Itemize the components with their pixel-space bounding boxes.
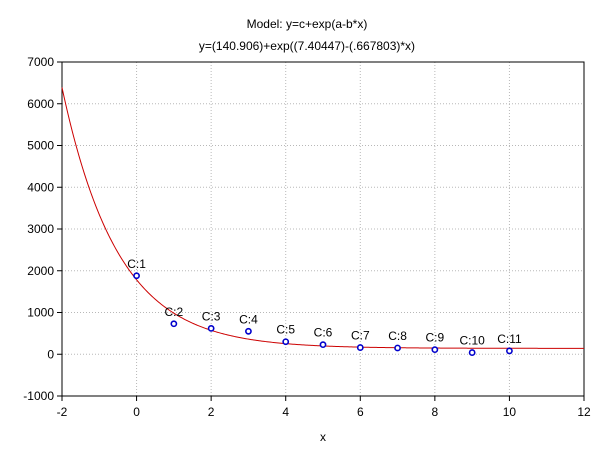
y-tick-label: 0 <box>47 347 54 361</box>
point-label: C:6 <box>314 326 333 340</box>
x-tick-label: 12 <box>577 405 591 419</box>
data-point <box>245 327 252 335</box>
chart-subtitle: y=(140.906)+exp((7.40447)-(.667803)*x) <box>199 39 415 53</box>
grid-layer <box>62 62 584 396</box>
data-point <box>394 344 401 352</box>
x-tick-label: -2 <box>57 405 68 419</box>
point-label: C:8 <box>388 329 407 343</box>
data-point <box>207 324 215 332</box>
data-point <box>319 341 327 349</box>
data-point <box>506 347 513 355</box>
y-tick-label: 3000 <box>27 222 54 236</box>
data-point <box>431 346 439 354</box>
data-point <box>282 338 290 346</box>
y-tick-label: 4000 <box>27 180 54 194</box>
data-point <box>356 344 364 351</box>
x-tick-label: 0 <box>133 405 140 419</box>
x-tick-label: 6 <box>357 405 364 419</box>
point-label: C:2 <box>165 305 184 319</box>
fitted-curve <box>61 87 584 349</box>
y-tick-label: 2000 <box>27 264 54 278</box>
point-label: C:4 <box>239 312 258 326</box>
y-tick-label: -1000 <box>23 389 54 403</box>
point-label: C:7 <box>351 329 370 343</box>
point-label: C:9 <box>426 331 445 345</box>
point-label: C:11 <box>497 332 522 346</box>
data-point <box>170 320 178 328</box>
point-label: C:5 <box>276 323 295 337</box>
chart-title: Model: y=c+exp(a-b*x) <box>247 17 368 31</box>
point-label: C:1 <box>127 257 146 271</box>
y-tick-label: 6000 <box>27 97 54 111</box>
x-tick-label: 10 <box>503 405 517 419</box>
x-tick-label: 8 <box>432 405 439 419</box>
x-tick-label: 4 <box>282 405 289 419</box>
y-tick-label: 5000 <box>27 139 54 153</box>
tick-layer: -2 0 2 4 6 8 10 12 -1000 0 1000 2000 3000 4000 5000 600… <box>23 55 591 419</box>
data-point <box>133 272 140 280</box>
point-label: C:10 <box>459 334 485 348</box>
point-label: C:3 <box>202 309 221 323</box>
point-layer: C:1 C:2 C:3 C:4 C:5 C:6 C:7 C:8 C:9 C:10 C:11 <box>127 257 522 356</box>
data-point <box>468 349 476 356</box>
y-tick-label: 1000 <box>27 306 54 320</box>
x-axis-title: x <box>320 430 326 444</box>
x-tick-label: 2 <box>208 405 215 419</box>
curve-layer <box>61 87 584 349</box>
y-tick-label: 7000 <box>27 55 54 69</box>
